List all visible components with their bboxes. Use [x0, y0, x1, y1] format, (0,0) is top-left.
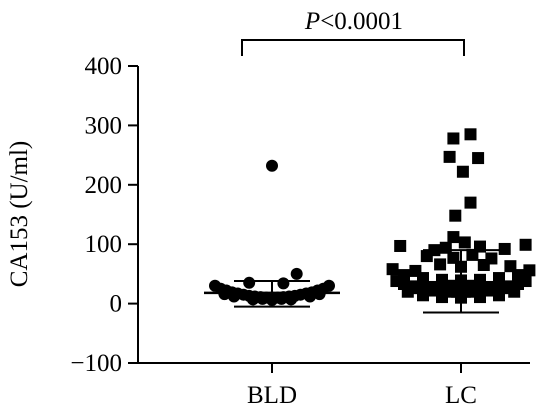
- data-point: [519, 238, 532, 251]
- data-point: [464, 128, 477, 141]
- y-tick-label: 0: [110, 291, 123, 318]
- data-point: [508, 285, 521, 298]
- error-bars: [204, 249, 529, 314]
- data-point: [483, 280, 496, 293]
- y-tick-label: 100: [85, 231, 123, 258]
- data-point: [449, 209, 462, 222]
- significance-annotation: P<0.0001: [241, 8, 465, 56]
- data-point: [247, 293, 259, 306]
- data-point: [275, 292, 288, 305]
- data-point: [436, 291, 448, 304]
- data-point: [285, 293, 297, 306]
- data-point: [290, 267, 303, 280]
- data-points: [209, 128, 536, 307]
- data-point: [277, 277, 290, 290]
- y-tick-label: −100: [70, 350, 122, 377]
- data-point: [456, 165, 469, 178]
- data-point: [464, 196, 477, 209]
- data-point: [447, 132, 460, 145]
- data-point: [472, 152, 485, 165]
- p-value-label: P<0.0001: [304, 8, 403, 35]
- x-tick-label: LC: [445, 382, 477, 409]
- data-point: [417, 289, 429, 302]
- data-point: [434, 258, 447, 271]
- x-tick-label: BLD: [247, 382, 297, 409]
- data-point: [323, 279, 335, 292]
- data-point: [386, 263, 399, 276]
- y-axis-label: CA153 (U/ml): [6, 141, 33, 288]
- data-point: [493, 289, 505, 302]
- data-point: [420, 250, 433, 263]
- data-point: [243, 276, 256, 289]
- data-point: [477, 258, 490, 271]
- y-tick-label: 200: [85, 172, 123, 199]
- y-tick-label: 300: [85, 112, 123, 139]
- data-point: [266, 159, 278, 172]
- data-point: [426, 280, 439, 293]
- data-point: [447, 231, 460, 244]
- data-point: [523, 264, 536, 277]
- data-point: [458, 236, 471, 249]
- data-point: [466, 248, 479, 261]
- data-point: [256, 292, 269, 305]
- axes: −100 0 100 200 300 400 BLD LC: [70, 53, 530, 409]
- data-point: [474, 291, 486, 304]
- significance-bracket: [241, 39, 465, 56]
- data-point: [394, 239, 407, 252]
- data-point: [443, 150, 456, 163]
- data-point: [498, 242, 511, 255]
- y-tick-label: 400: [85, 53, 123, 80]
- data-point: [401, 285, 414, 298]
